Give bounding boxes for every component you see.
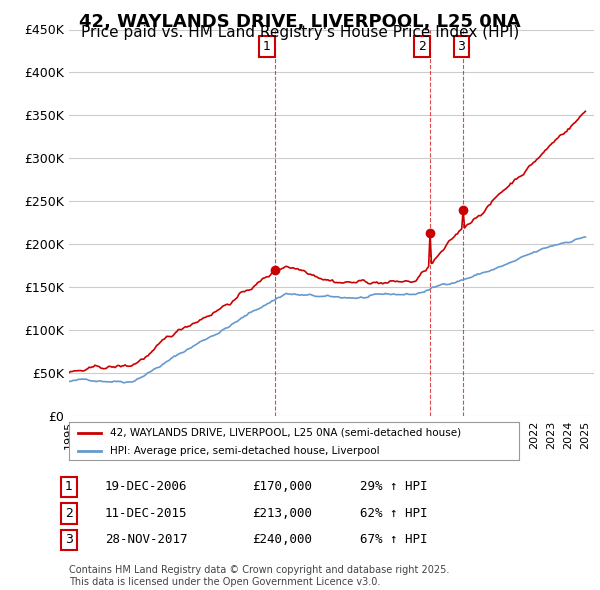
Text: 67% ↑ HPI: 67% ↑ HPI [360, 533, 427, 546]
Text: 62% ↑ HPI: 62% ↑ HPI [360, 507, 427, 520]
Text: £213,000: £213,000 [252, 507, 312, 520]
Text: 42, WAYLANDS DRIVE, LIVERPOOL, L25 0NA (semi-detached house): 42, WAYLANDS DRIVE, LIVERPOOL, L25 0NA (… [110, 428, 461, 438]
Text: 3: 3 [65, 533, 73, 546]
Text: HPI: Average price, semi-detached house, Liverpool: HPI: Average price, semi-detached house,… [110, 445, 379, 455]
Text: 3: 3 [458, 40, 466, 53]
Text: Contains HM Land Registry data © Crown copyright and database right 2025.
This d: Contains HM Land Registry data © Crown c… [69, 565, 449, 587]
Text: 11-DEC-2015: 11-DEC-2015 [105, 507, 187, 520]
Text: 1: 1 [263, 40, 271, 53]
Text: £240,000: £240,000 [252, 533, 312, 546]
Text: 1: 1 [65, 480, 73, 493]
Text: 2: 2 [418, 40, 426, 53]
Text: 29% ↑ HPI: 29% ↑ HPI [360, 480, 427, 493]
Text: 19-DEC-2006: 19-DEC-2006 [105, 480, 187, 493]
Text: Price paid vs. HM Land Registry's House Price Index (HPI): Price paid vs. HM Land Registry's House … [81, 25, 519, 40]
Text: 42, WAYLANDS DRIVE, LIVERPOOL, L25 0NA: 42, WAYLANDS DRIVE, LIVERPOOL, L25 0NA [79, 13, 521, 31]
Text: £170,000: £170,000 [252, 480, 312, 493]
Text: 28-NOV-2017: 28-NOV-2017 [105, 533, 187, 546]
Text: 2: 2 [65, 507, 73, 520]
